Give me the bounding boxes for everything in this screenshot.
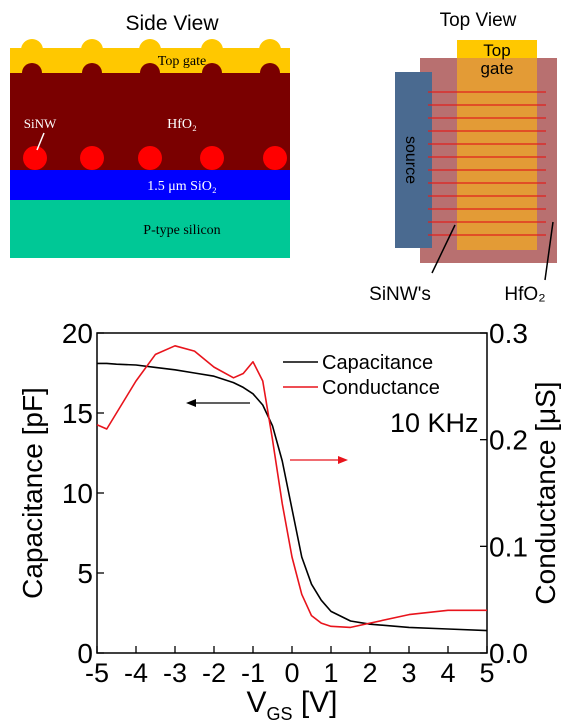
side-title: Side View <box>125 12 219 35</box>
sinws-label: SiNW's <box>369 284 431 305</box>
top-gate-text: gate <box>480 59 513 78</box>
y2-tick-label: 0.2 <box>489 425 528 456</box>
silicon-label: P-type silicon <box>143 223 220 238</box>
arrows <box>186 399 348 464</box>
hfo2-top-label: HfO₂ <box>504 284 545 305</box>
x-tick-label: 2 <box>362 658 377 688</box>
y2-axis-label: Conductance [μS] <box>530 381 561 604</box>
y-tick-label: 15 <box>62 398 93 429</box>
y-axis-label: Capacitance [pF] <box>17 387 48 599</box>
sio2-label: 1.5 μm SiO₂ <box>147 179 217 194</box>
x-tick-label: -5 <box>85 658 109 688</box>
top-title: Top View <box>440 10 517 31</box>
y2-tick-label: 0.1 <box>489 531 528 562</box>
source-label: source <box>402 136 419 184</box>
side-view <box>10 39 290 258</box>
y-tick-label: 5 <box>77 558 93 589</box>
x-tick-label: 4 <box>440 658 455 688</box>
hfo2-label: HfO₂ <box>167 117 197 132</box>
x-axis-label-main: V <box>246 686 266 719</box>
x-axis-label: VGS [V] <box>246 686 337 724</box>
y-tick-label: 20 <box>62 318 93 349</box>
y-tick-label: 10 <box>62 478 93 509</box>
x-tick-label: 0 <box>284 658 299 688</box>
top-view <box>395 40 557 281</box>
y2-tick-label: 0.3 <box>489 318 528 349</box>
sinw-label: SiNW <box>24 116 57 131</box>
series-line <box>96 345 487 629</box>
x-tick-label: -2 <box>202 658 226 688</box>
annotation: 10 KHz <box>390 408 479 438</box>
top-gate-text: Top <box>483 41 510 60</box>
y-tick-label: 0 <box>77 638 93 669</box>
x-tick-label: 1 <box>323 658 338 688</box>
y2-tick-label: 0.0 <box>489 638 528 669</box>
legend-label: Conductance <box>322 377 440 399</box>
x-tick-label: -4 <box>124 658 148 688</box>
legend-label: Capacitance <box>322 352 433 374</box>
x-axis-label-suffix: [V] <box>293 686 338 719</box>
x-tick-label: -3 <box>163 658 187 688</box>
x-tick-label: 5 <box>479 658 494 688</box>
x-axis-label-sub: GS <box>266 704 292 724</box>
top-gate-label: Top gate <box>158 54 206 69</box>
x-tick-label: 3 <box>401 658 416 688</box>
series-line <box>97 362 488 632</box>
x-tick-label: -1 <box>241 658 265 688</box>
